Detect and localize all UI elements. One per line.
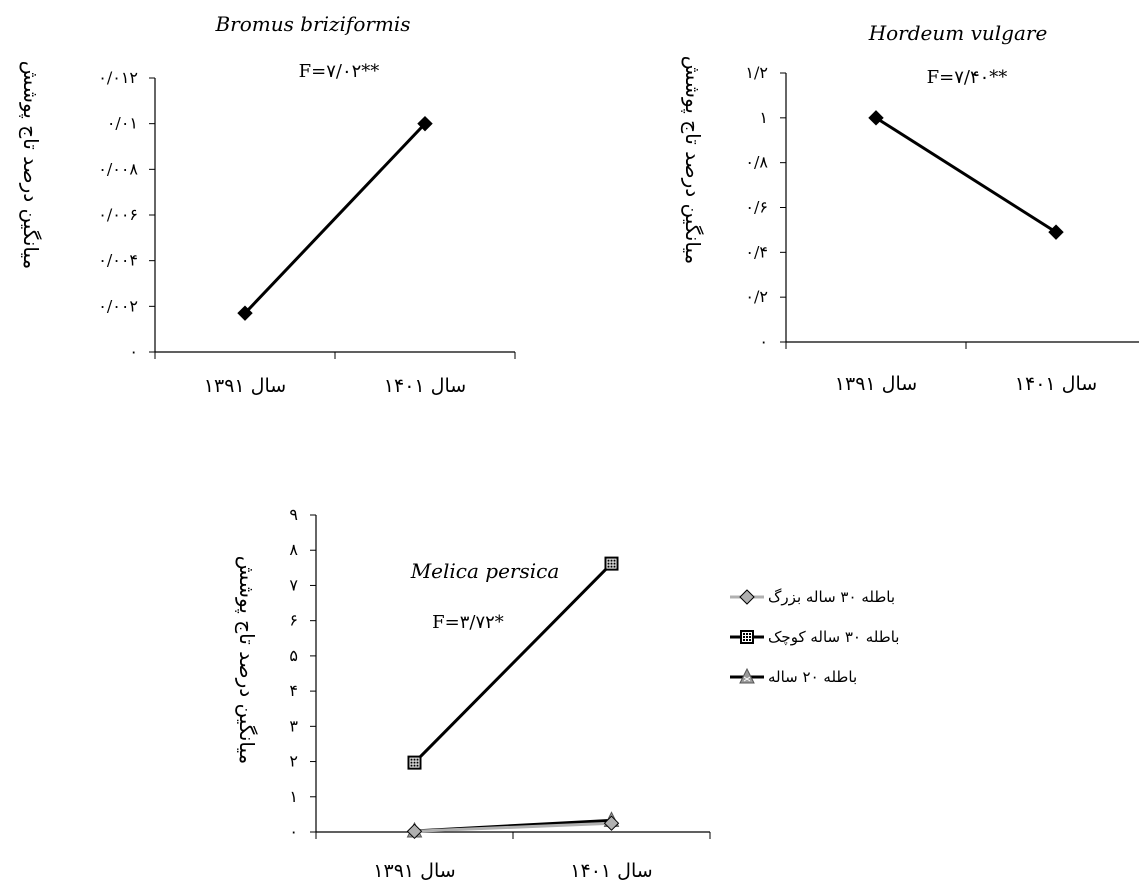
legend-label: باطله ۲۰ ساله xyxy=(768,668,857,686)
y-tick-label: ۹ xyxy=(289,505,298,524)
f-statistic-annotation: F=۷/۴۰** xyxy=(927,67,1008,88)
legend-item: باطله ۲۰ ساله xyxy=(730,668,857,686)
y-tick-label: ۰/۲ xyxy=(745,287,768,306)
y-tick-label: ۷ xyxy=(289,575,298,594)
y-tick-label: ۰/۰۱۲ xyxy=(98,68,138,87)
data-point-marker xyxy=(408,756,422,770)
y-tick-label: ۱ xyxy=(759,108,768,127)
y-tick-label: ۰/۰۰۲ xyxy=(98,296,138,315)
chart-panel-3: ۰ ۱ ۲ ۳ ۴ ۵ ۶ ۷ ۸ ۹ سال ۱۳۹۱ سال ۱۴۰۱ Melica persica… xyxy=(234,505,899,882)
chart-title: Bromus briziformis xyxy=(214,12,410,36)
legend-label: باطله ۳۰ ساله بزرگ xyxy=(768,588,895,606)
chart-title: Hordeum vulgare xyxy=(868,21,1048,45)
y-axis-label: میانگین درصد تاج پوشش xyxy=(234,556,259,765)
series-line xyxy=(415,564,612,763)
y-tick-label: ۰/۰۰۴ xyxy=(98,251,138,270)
y-tick-label: ۵ xyxy=(289,646,298,665)
series-line xyxy=(245,124,425,314)
legend-marker xyxy=(740,590,754,604)
chart-panel-1: ۰ ۰/۰۰۲ ۰/۰۰۴ ۰/۰۰۶ ۰/۰۰۸ ۰/۰۱ ۰/۰۱۲ سال ۱۳۹۱ سا… xyxy=(18,12,515,397)
series-line xyxy=(876,118,1056,232)
y-tick-label: ۰/۰۰۸ xyxy=(98,159,138,178)
x-category-label: سال ۱۴۰۱ xyxy=(570,860,652,882)
y-tick-label: ۰ xyxy=(129,342,138,361)
y-tick-label: ۰ xyxy=(289,822,298,841)
data-point-marker xyxy=(605,816,619,830)
y-tick-label: ۰ xyxy=(759,332,768,351)
y-axis-label: میانگین درصد تاج پوشش xyxy=(18,61,43,270)
y-tick-label: ۸ xyxy=(289,540,298,559)
chart-panel-2: ۰ ۰/۲ ۰/۴ ۰/۶ ۰/۸ ۱ ۱/۲ سال ۱۳۹۱ سال ۱۴۰۱ Hordeum… xyxy=(680,21,1139,395)
y-tick-label: ۰/۰۰۶ xyxy=(98,205,138,224)
f-statistic-annotation: F=۷/۰۲** xyxy=(299,61,380,82)
y-tick-label: ۱ xyxy=(289,787,298,806)
y-tick-label: ۱/۲ xyxy=(745,63,768,82)
legend-item: باطله ۳۰ ساله کوچک xyxy=(730,628,899,646)
y-tick-label: ۲ xyxy=(289,752,298,771)
legend-marker xyxy=(740,630,754,644)
x-category-label: سال ۱۳۹۱ xyxy=(204,375,286,397)
y-tick-label: ۴ xyxy=(289,681,298,700)
x-category-label: سال ۱۳۹۱ xyxy=(835,373,917,395)
y-axis-label: میانگین درصد تاج پوشش xyxy=(680,56,705,265)
data-point-marker xyxy=(605,557,619,571)
x-category-label: سال ۱۴۰۱ xyxy=(1015,373,1097,395)
data-point-marker xyxy=(869,111,883,125)
chart-title: Melica persica xyxy=(410,559,560,583)
legend-label: باطله ۳۰ ساله کوچک xyxy=(768,628,899,646)
y-tick-label: ۰/۶ xyxy=(745,198,768,217)
x-category-label: سال ۱۴۰۱ xyxy=(384,375,466,397)
x-category-label: سال ۱۳۹۱ xyxy=(373,860,455,882)
y-tick-label: ۶ xyxy=(289,611,298,630)
y-tick-label: ۰/۴ xyxy=(745,242,768,261)
y-tick-label: ۰/۰۱ xyxy=(107,114,138,133)
data-point-marker xyxy=(1049,225,1063,239)
y-tick-label: ۰/۸ xyxy=(745,153,768,172)
f-statistic-annotation: F=۳/۷۲* xyxy=(432,612,504,633)
legend-item: باطله ۳۰ ساله بزرگ xyxy=(730,588,895,606)
y-tick-label: ۳ xyxy=(289,716,298,735)
